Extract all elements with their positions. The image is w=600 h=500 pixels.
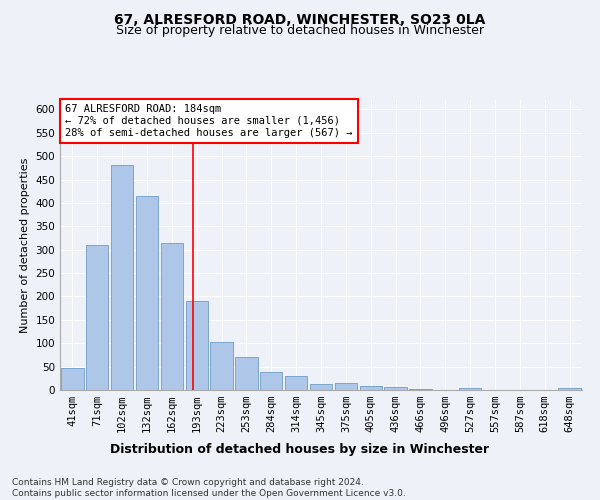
Bar (459, 388, 481, 390)
Bar (161, 242, 183, 390)
Text: Size of property relative to detached houses in Winchester: Size of property relative to detached ho… (116, 24, 484, 37)
Bar (559, 388, 581, 390)
Bar (211, 342, 233, 390)
Bar (86, 244, 109, 390)
Bar (385, 387, 407, 390)
Bar (285, 376, 307, 390)
Bar (335, 384, 357, 390)
Bar (359, 386, 382, 390)
Bar (185, 301, 208, 390)
Bar (111, 166, 133, 390)
Text: Contains HM Land Registry data © Crown copyright and database right 2024.
Contai: Contains HM Land Registry data © Crown c… (12, 478, 406, 498)
Text: 67, ALRESFORD ROAD, WINCHESTER, SO23 0LA: 67, ALRESFORD ROAD, WINCHESTER, SO23 0LA (115, 12, 485, 26)
Bar (235, 358, 257, 390)
Bar (61, 368, 83, 390)
Text: Distribution of detached houses by size in Winchester: Distribution of detached houses by size … (110, 442, 490, 456)
Y-axis label: Number of detached properties: Number of detached properties (20, 158, 30, 332)
Bar (136, 196, 158, 390)
Bar (260, 372, 283, 390)
Text: 67 ALRESFORD ROAD: 184sqm
← 72% of detached houses are smaller (1,456)
28% of se: 67 ALRESFORD ROAD: 184sqm ← 72% of detac… (65, 104, 353, 138)
Bar (310, 384, 332, 390)
Bar (409, 388, 431, 390)
